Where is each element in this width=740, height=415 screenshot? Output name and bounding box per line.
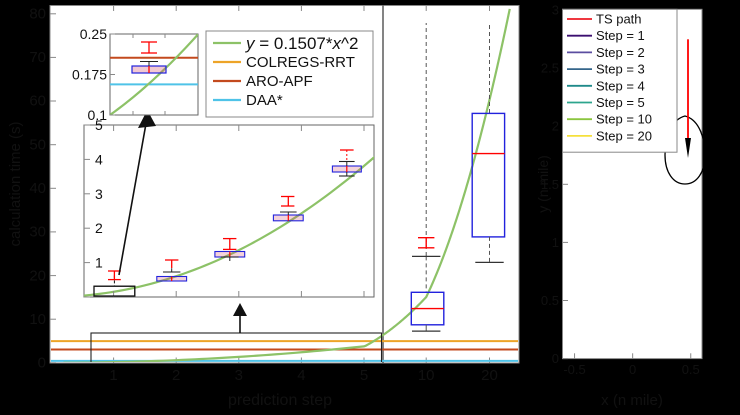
svg-text:0: 0 (38, 355, 46, 372)
svg-text:0.175: 0.175 (72, 67, 107, 83)
svg-text:-0.5: -0.5 (563, 362, 585, 377)
svg-text:0: 0 (629, 362, 636, 377)
svg-text:0.5: 0.5 (682, 362, 700, 377)
svg-text:20: 20 (29, 267, 46, 284)
svg-text:4: 4 (95, 151, 103, 167)
svg-text:COLREGS-RRT: COLREGS-RRT (246, 54, 355, 71)
svg-text:4: 4 (297, 367, 305, 384)
svg-text:10: 10 (29, 311, 46, 328)
svg-text:40: 40 (29, 180, 46, 197)
svg-text:Step = 4: Step = 4 (596, 78, 645, 93)
svg-text:y = 0.1507*x^2: y = 0.1507*x^2 (245, 34, 358, 53)
svg-text:3: 3 (552, 3, 559, 18)
svg-text:Step = 1: Step = 1 (596, 28, 645, 43)
svg-text:10: 10 (418, 367, 435, 384)
svg-text:70: 70 (29, 49, 46, 66)
svg-text:20: 20 (481, 367, 498, 384)
svg-text:50: 50 (29, 136, 46, 153)
svg-text:calculation time (s): calculation time (s) (7, 121, 24, 246)
svg-text:0.5: 0.5 (541, 293, 559, 308)
svg-text:Step = 20: Step = 20 (596, 128, 652, 143)
svg-text:0: 0 (552, 351, 559, 366)
svg-text:60: 60 (29, 93, 46, 110)
svg-text:TS path: TS path (596, 12, 642, 27)
svg-text:Step = 3: Step = 3 (596, 62, 645, 77)
svg-text:Step = 5: Step = 5 (596, 95, 645, 110)
svg-text:prediction step: prediction step (228, 392, 332, 409)
svg-text:Step = 10: Step = 10 (596, 112, 652, 127)
svg-text:2: 2 (552, 119, 559, 134)
svg-text:3: 3 (95, 186, 103, 202)
svg-text:1: 1 (95, 255, 103, 271)
svg-text:0.25: 0.25 (80, 26, 107, 42)
svg-text:x (n mile): x (n mile) (601, 392, 663, 409)
svg-text:5: 5 (360, 367, 368, 384)
svg-text:2.5: 2.5 (541, 61, 559, 76)
svg-text:80: 80 (29, 6, 46, 23)
svg-text:1: 1 (552, 235, 559, 250)
svg-text:Step = 2: Step = 2 (596, 45, 645, 60)
svg-text:y (n mile): y (n mile) (535, 155, 551, 213)
svg-text:ARO-APF: ARO-APF (246, 73, 313, 90)
svg-text:30: 30 (29, 224, 46, 241)
svg-text:2: 2 (172, 367, 180, 384)
svg-text:2: 2 (95, 220, 103, 236)
svg-text:DAA*: DAA* (246, 92, 283, 109)
svg-text:0.1: 0.1 (88, 107, 108, 123)
svg-text:1: 1 (109, 367, 117, 384)
svg-text:3: 3 (235, 367, 243, 384)
